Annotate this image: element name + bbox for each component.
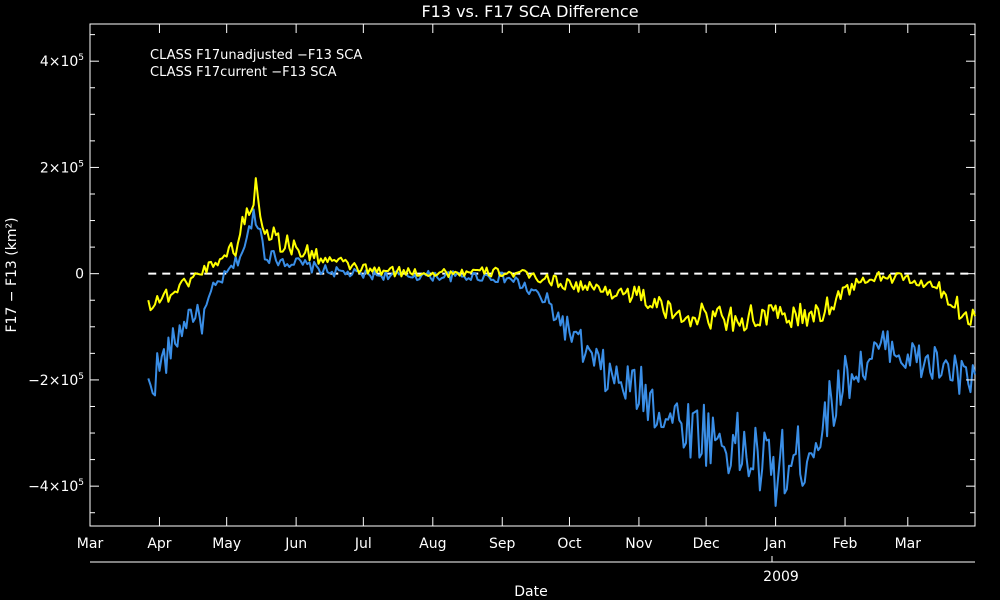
x-tick-label: Mar: [895, 536, 922, 552]
x-tick-label: Feb: [833, 536, 858, 552]
x-tick-label: Jul: [354, 536, 372, 552]
y-tick-label: 4×105: [40, 53, 84, 70]
x-tick-label: Jan: [764, 536, 787, 552]
y-tick-label: −4×105: [28, 478, 84, 495]
x-tick-label: Nov: [625, 536, 652, 552]
ticks-group: Mar Apr May Jun Jul Aug Sep Oct Nov Dec Jan Feb Mar 4…: [28, 24, 975, 552]
plot-frame: [89, 23, 976, 563]
x-tick-label: Mar: [77, 536, 104, 552]
year-label: 2009: [763, 569, 799, 585]
y-tick-label: 0: [75, 267, 84, 283]
legend-entry-unadjusted: CLASS F17unadjusted −F13 SCA: [150, 48, 362, 63]
chart-title: F13 vs. F17 SCA Difference: [421, 2, 638, 21]
y-axis-label: F17 − F13 (km²): [4, 217, 20, 332]
plot-border: [89, 23, 976, 527]
legend-entry-current: CLASS F17current −F13 SCA: [150, 65, 337, 80]
y-tick-label: 2×105: [40, 159, 84, 176]
x-tick-label: Apr: [147, 536, 171, 552]
series-line-unadjusted: [147, 208, 976, 507]
x-tick-label: May: [212, 536, 241, 552]
x-tick-label: Jun: [284, 536, 307, 552]
x-tick-label: Dec: [693, 536, 720, 552]
x-tick-label: Sep: [489, 536, 516, 552]
x-tick-label: Aug: [419, 536, 446, 552]
y-tick-label: −2×105: [28, 372, 84, 389]
series-line-current: [147, 177, 976, 332]
x-tick-label: Oct: [557, 536, 582, 552]
series-group: [147, 177, 976, 507]
x-axis-label: Date: [514, 584, 547, 600]
